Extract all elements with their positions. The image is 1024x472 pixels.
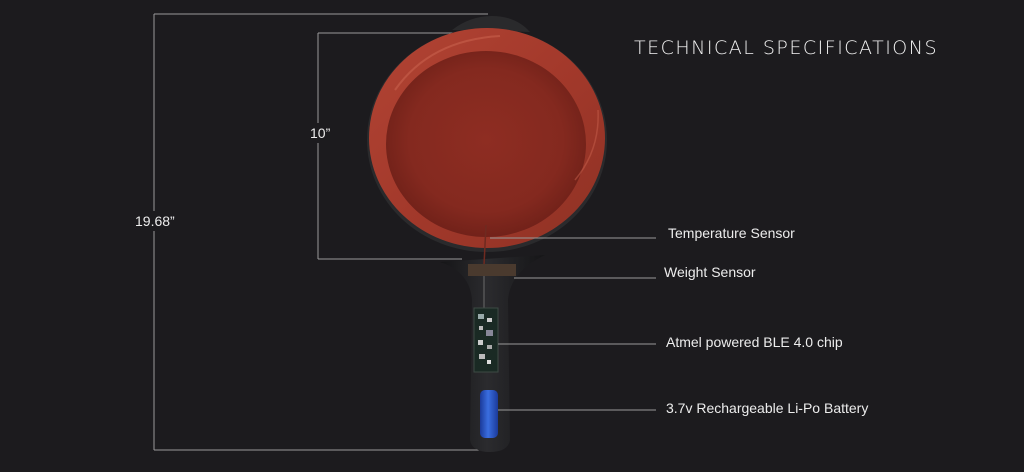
pan-diameter-dimension-lines [317,32,462,260]
callout-temperature-sensor: Temperature Sensor [668,225,795,241]
pan-diameter-label: 10” [307,123,334,143]
callout-lines [490,237,656,411]
total-length-dimension-lines [153,13,488,451]
callout-weight-sensor: Weight Sensor [664,264,756,280]
lipo-battery [480,390,498,438]
callout-ble-chip: Atmel powered BLE 4.0 chip [666,334,843,350]
page-title: TECHNICAL SPECIFICATIONS [634,37,939,59]
total-length-label: 19.68” [132,211,178,231]
weight-sensor-plate [468,264,516,276]
callout-battery: 3.7v Rechargeable Li-Po Battery [666,400,869,416]
ble-chip-board [473,307,499,373]
pan-rear-lip [452,16,530,32]
pan-interior [386,51,586,237]
